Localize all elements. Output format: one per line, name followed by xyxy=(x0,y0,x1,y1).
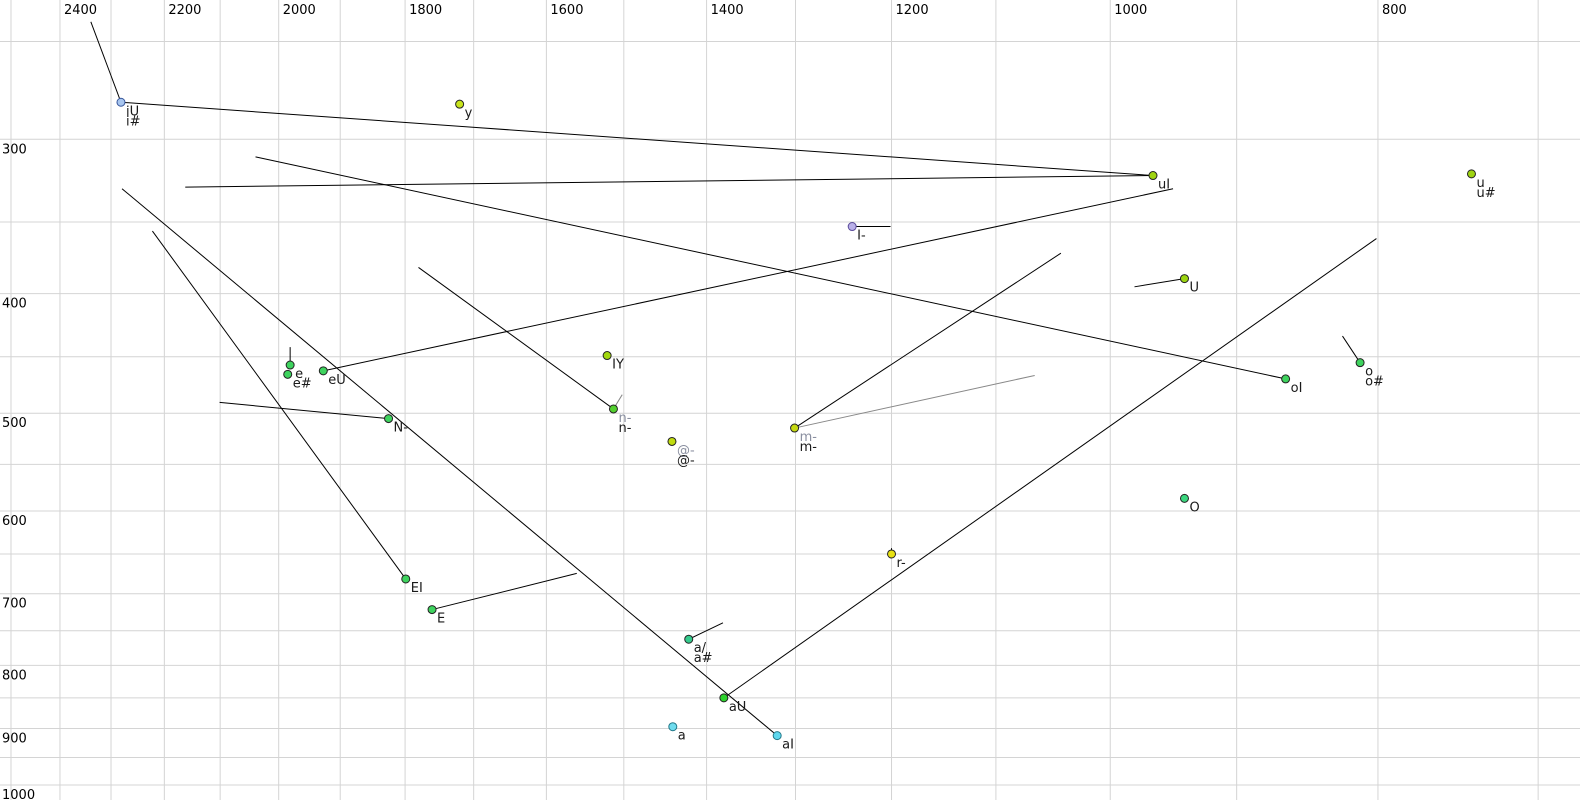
vowel-label-E-0: E xyxy=(437,612,445,627)
vowel-label-o-1: o# xyxy=(1365,375,1384,390)
trajectory-m--up-gray xyxy=(794,374,1035,429)
trajectory-into-EI xyxy=(152,230,407,580)
vowel-point-aI[interactable] xyxy=(772,731,782,741)
vowel-label-aslash-0: a/ xyxy=(694,641,707,656)
vowel-label-y-0: y xyxy=(465,106,473,121)
trajectory-into-N- xyxy=(219,401,389,420)
vowel-label-N--0: N- xyxy=(394,421,409,436)
vowel-point-N-[interactable] xyxy=(384,414,394,424)
vowel-point-EI[interactable] xyxy=(401,574,411,584)
vowel-label-u-1: u# xyxy=(1476,186,1495,201)
vowel-point-n-[interactable] xyxy=(608,404,618,414)
vowel-point-IY[interactable] xyxy=(602,351,612,361)
vowel-point-e[interactable] xyxy=(285,360,295,370)
vowel-point-u[interactable] xyxy=(1466,169,1476,179)
x-tick-1000: 1000 xyxy=(1114,3,1147,18)
y-tick-500: 500 xyxy=(2,416,27,431)
vowel-label-u-0: u xyxy=(1476,176,1484,191)
vowel-label-r--0: r- xyxy=(897,556,907,571)
y-tick-300: 300 xyxy=(2,142,27,157)
vowel-label-n--1: n- xyxy=(618,421,631,436)
trajectory-aU-up-right xyxy=(723,238,1377,699)
vowel-point-E[interactable] xyxy=(427,605,437,615)
y-tick-400: 400 xyxy=(2,297,27,312)
vowel-label-O-0: O xyxy=(1189,500,1199,515)
vowel-point-iU[interactable] xyxy=(116,97,126,107)
vowel-point-y[interactable] xyxy=(455,99,465,109)
y-tick-900: 900 xyxy=(2,732,27,747)
vowel-label-EI-0: EI xyxy=(411,581,423,596)
trajectory-eU-up-right xyxy=(323,188,1174,372)
trajectory-long-to-oI xyxy=(255,156,1286,380)
trajectory-E-up-right xyxy=(431,572,577,611)
trajectory-into-uI-flat xyxy=(185,175,1153,188)
vowel-label-a-0: a xyxy=(678,729,686,744)
vowel-point-uI[interactable] xyxy=(1148,171,1158,181)
vowel-label-I--0: I- xyxy=(857,229,866,244)
vowel-label-eU-0: eU xyxy=(328,373,346,388)
vowel-point-at-[interactable] xyxy=(667,436,677,446)
x-tick-1600: 1600 xyxy=(550,3,583,18)
vowel-label-at--1: @- xyxy=(677,453,695,468)
vowel-point-oI[interactable] xyxy=(1281,374,1291,384)
vowel-label-aU-0: aU xyxy=(729,700,746,715)
vowel-point-U[interactable] xyxy=(1179,274,1189,284)
trajectory-aslash-tick xyxy=(688,622,724,640)
vowel-point-aU[interactable] xyxy=(719,693,729,703)
trajectory-into-U xyxy=(1134,278,1185,288)
vowel-point-O[interactable] xyxy=(1179,493,1189,503)
vowel-label-m--0: m- xyxy=(800,430,818,445)
vowel-point-ehash[interactable] xyxy=(283,369,293,379)
vowel-label-at--0: @- xyxy=(677,443,695,458)
vowel-label-oI-0: oI xyxy=(1291,381,1303,396)
vowel-label-o-0: o xyxy=(1365,365,1373,380)
trajectory-into-iU xyxy=(90,21,122,103)
vowel-label-ehash-0: e# xyxy=(293,376,312,391)
y-tick-1000: 1000 xyxy=(2,788,35,800)
x-tick-800: 800 xyxy=(1382,3,1407,18)
x-tick-1800: 1800 xyxy=(409,3,442,18)
vowel-point-I-[interactable] xyxy=(847,222,857,232)
trajectory-into-n- xyxy=(418,267,614,410)
vowel-point-o[interactable] xyxy=(1355,358,1365,368)
vowel-label-U-0: U xyxy=(1189,281,1199,296)
vowel-label-iU-1: i# xyxy=(126,114,141,129)
trajectory-m--up-steep xyxy=(794,252,1062,429)
y-tick-700: 700 xyxy=(2,597,27,612)
x-tick-2200: 2200 xyxy=(168,3,201,18)
vowel-point-eU[interactable] xyxy=(318,366,328,376)
trajectory-long-to-aI xyxy=(121,188,778,737)
x-tick-1200: 1200 xyxy=(896,3,929,18)
vowel-point-aslash[interactable] xyxy=(684,634,694,644)
vowel-label-m--1: m- xyxy=(800,440,818,455)
x-tick-2000: 2000 xyxy=(283,3,316,18)
vowel-label-iU-0: iU xyxy=(126,104,139,119)
x-tick-2400: 2400 xyxy=(64,3,97,18)
vowel-label-e-0: e xyxy=(295,367,303,382)
y-tick-600: 600 xyxy=(2,514,27,529)
trajectory-into-o xyxy=(1342,335,1361,363)
y-tick-800: 800 xyxy=(2,668,27,683)
trajectory-iU-to-uI xyxy=(120,101,1154,177)
vowel-point-m-[interactable] xyxy=(790,423,800,433)
vowel-point-a[interactable] xyxy=(668,722,678,732)
vowel-label-IY-0: IY xyxy=(612,358,624,373)
vowel-point-r-[interactable] xyxy=(887,549,897,559)
vowel-label-aslash-1: a# xyxy=(694,651,713,666)
vowel-label-n--0: n- xyxy=(618,411,631,426)
x-tick-1400: 1400 xyxy=(711,3,744,18)
vowel-label-aI-0: aI xyxy=(782,738,794,753)
vowel-label-uI-0: uI xyxy=(1158,178,1170,193)
